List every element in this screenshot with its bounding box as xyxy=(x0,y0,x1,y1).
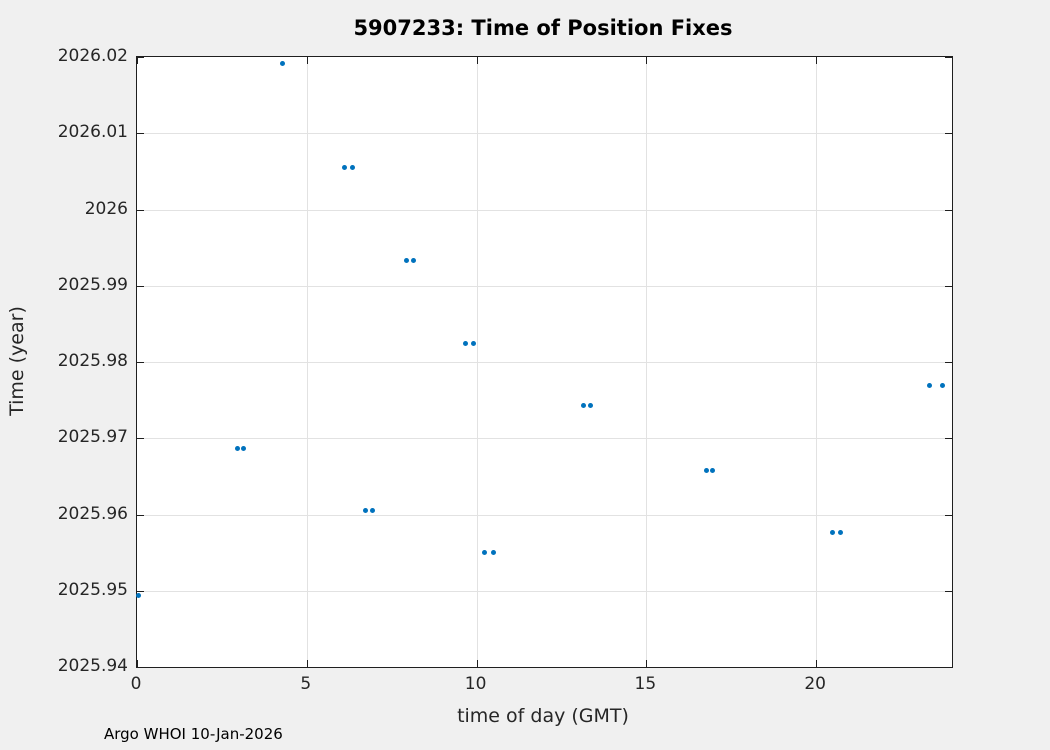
y-tick-label: 2026 xyxy=(84,198,128,219)
y-gridline xyxy=(137,362,952,363)
y-tick-right xyxy=(945,590,952,592)
data-point xyxy=(703,467,709,473)
footer-attribution: Argo WHOI 10-Jan-2026 xyxy=(104,725,283,743)
x-tick-label: 15 xyxy=(634,674,657,694)
x-tick-top xyxy=(137,57,138,64)
y-tick-left xyxy=(137,667,144,668)
y-axis-label: Time (year) xyxy=(6,306,28,416)
y-gridline xyxy=(137,209,952,211)
y-tick-label: 2025.95 xyxy=(57,579,128,600)
y-tick-left xyxy=(137,590,144,592)
y-tick-label: 2026.02 xyxy=(57,46,128,66)
data-point xyxy=(241,446,247,452)
x-tick-bottom xyxy=(306,660,308,667)
y-tick-label: 2025.96 xyxy=(57,503,128,524)
data-point xyxy=(279,60,285,66)
x-axis-label: time of day (GMT) xyxy=(457,705,629,727)
y-tick-label: 2025.97 xyxy=(57,427,128,448)
y-tick-left xyxy=(137,285,144,287)
y-tick-left xyxy=(137,57,144,58)
data-point xyxy=(350,165,356,171)
y-gridline xyxy=(137,285,952,287)
y-tick-right xyxy=(945,667,952,668)
x-tick-bottom xyxy=(816,660,818,667)
data-point xyxy=(369,508,375,514)
y-tick-right xyxy=(945,514,952,516)
data-point xyxy=(939,383,945,389)
y-tick-label: 2025.99 xyxy=(57,274,128,295)
y-tick-left xyxy=(137,438,144,440)
y-tick-right xyxy=(945,285,952,287)
y-tick-right xyxy=(945,362,952,363)
data-point xyxy=(471,341,477,347)
y-gridline xyxy=(137,590,952,592)
y-tick-left xyxy=(137,133,144,135)
y-tick-left xyxy=(137,362,144,363)
data-point xyxy=(710,467,716,473)
y-tick-left xyxy=(137,209,144,211)
data-point xyxy=(838,530,844,536)
y-tick-right xyxy=(945,209,952,211)
data-point xyxy=(410,258,416,264)
data-point xyxy=(927,383,933,389)
x-tick-bottom xyxy=(137,660,138,667)
y-gridline xyxy=(137,133,952,135)
data-point xyxy=(482,550,488,556)
data-point xyxy=(462,341,468,347)
x-tick-label: 20 xyxy=(804,674,826,694)
y-tick-label: 2025.94 xyxy=(57,656,128,676)
chart-title: 5907233: Time of Position Fixes xyxy=(353,16,733,40)
data-point xyxy=(341,165,347,171)
x-tick-top xyxy=(646,57,648,64)
x-tick-top xyxy=(306,57,308,64)
data-point xyxy=(235,446,241,452)
x-tick-top xyxy=(476,57,478,64)
data-point xyxy=(490,550,496,556)
y-gridline xyxy=(137,438,952,440)
data-point xyxy=(581,402,587,408)
data-point xyxy=(404,258,410,264)
y-tick-label: 2025.98 xyxy=(57,351,128,371)
x-tick-label: 5 xyxy=(300,674,312,694)
y-tick-label: 2026.01 xyxy=(57,122,128,143)
x-tick-bottom xyxy=(646,660,648,667)
x-tick-top xyxy=(816,57,818,64)
data-point xyxy=(588,402,594,408)
data-point xyxy=(136,592,142,598)
data-point xyxy=(362,508,368,514)
y-tick-left xyxy=(137,514,144,516)
x-tick-bottom xyxy=(476,660,478,667)
y-gridline xyxy=(137,514,952,516)
y-tick-right xyxy=(945,438,952,440)
y-tick-right xyxy=(945,57,952,58)
x-tick-label: 0 xyxy=(130,674,142,694)
y-tick-right xyxy=(945,133,952,135)
x-tick-label: 10 xyxy=(464,674,487,694)
data-point xyxy=(830,530,836,536)
plot-area xyxy=(136,56,953,668)
